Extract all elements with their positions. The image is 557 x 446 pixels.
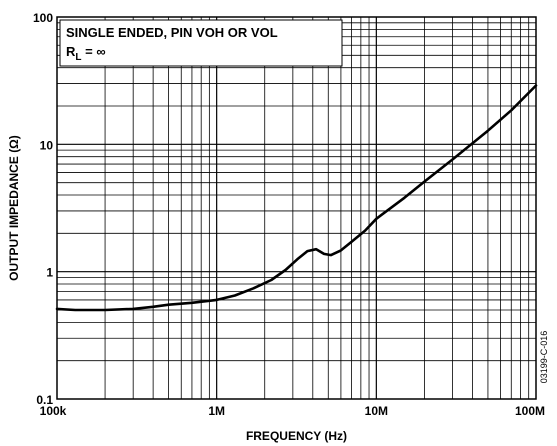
impedance-curve	[55, 84, 538, 312]
y-tick-labels: 0.1 1 10 100	[33, 11, 53, 407]
y-axis-title: OUTPUT IMPEDANCE (Ω)	[7, 135, 21, 281]
annotation-sub-l: L	[75, 52, 81, 63]
figure-code: 03199-C-016	[539, 331, 549, 384]
annotation-r: R	[66, 44, 76, 59]
grid	[57, 17, 536, 399]
x-tick-label: 100k	[40, 404, 67, 418]
y-tick-label: 10	[40, 138, 54, 152]
x-axis-title: FREQUENCY (Hz)	[246, 429, 347, 443]
curve-layer	[55, 84, 538, 312]
annotation-line-1: SINGLE ENDED, PIN VOH OR VOL	[66, 25, 278, 40]
y-tick-label: 1	[46, 266, 53, 280]
y-tick-label: 0.1	[36, 393, 53, 407]
plot-frame	[56, 16, 537, 400]
x-tick-label: 10M	[365, 404, 388, 418]
x-tick-labels: 100k 1M 10M 100M	[40, 404, 545, 418]
y-tick-label: 100	[33, 11, 53, 25]
x-tick-label: 1M	[208, 404, 225, 418]
annotation-box	[59, 19, 343, 67]
annotation-line-2: RL = ∞	[66, 44, 106, 63]
annotation-rest: = ∞	[82, 44, 106, 59]
x-tick-label: 100M	[515, 404, 545, 418]
